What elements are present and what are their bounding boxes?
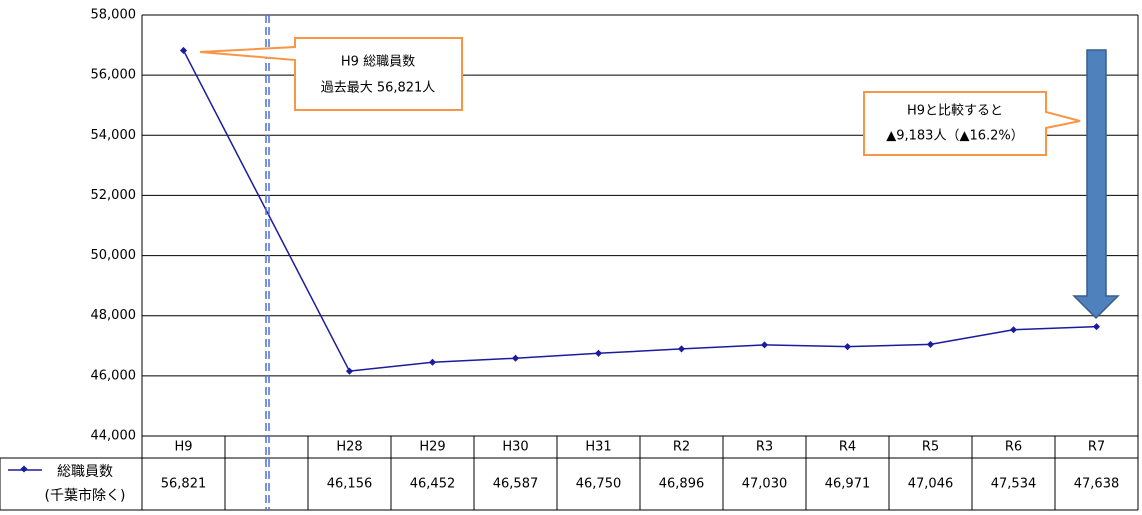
- line-segment: [432, 357, 516, 364]
- line-segment: [764, 344, 848, 348]
- y-tick-label: 56,000: [91, 68, 137, 83]
- x-tick-label: R3: [756, 440, 773, 455]
- marker: [1009, 326, 1018, 334]
- x-tick-label: R6: [1005, 440, 1022, 455]
- callout: [199, 37, 463, 111]
- table-value: 46,896: [659, 477, 705, 492]
- line-segment: [515, 352, 599, 359]
- table-value: 46,156: [327, 477, 373, 492]
- marker: [179, 46, 188, 54]
- table-value: 46,971: [825, 477, 871, 492]
- table-value: 46,587: [493, 477, 539, 492]
- line-segment: [598, 348, 682, 355]
- table-value: 56,821: [161, 477, 207, 492]
- table-value: 47,030: [742, 477, 788, 492]
- table-value: 47,046: [908, 477, 954, 492]
- table-value: 47,534: [991, 477, 1037, 492]
- line-segment: [930, 328, 1014, 346]
- x-tick-label: R7: [1088, 440, 1105, 455]
- line-segment: [847, 343, 931, 348]
- y-tick-label: 50,000: [91, 248, 137, 263]
- marker: [760, 341, 769, 349]
- marker: [511, 354, 520, 362]
- line-segment: [1013, 325, 1097, 331]
- y-tick-label: 48,000: [91, 308, 137, 323]
- x-tick-label: H31: [585, 440, 611, 455]
- table-value: 47,638: [1074, 477, 1120, 492]
- annotation: H9と比較すると: [907, 104, 1003, 119]
- table-value: 46,452: [410, 477, 456, 492]
- annotation: 過去最大 56,821人: [321, 81, 436, 96]
- callout: [863, 91, 1081, 156]
- x-tick-label: H9: [174, 440, 192, 455]
- marker: [594, 349, 603, 357]
- legend-label: 総職員数 (千葉市除く): [44, 464, 126, 504]
- marker: [843, 343, 852, 351]
- marker: [1092, 323, 1101, 331]
- y-tick-label: 46,000: [91, 368, 137, 383]
- x-tick-label: R5: [922, 440, 939, 455]
- legend-marker: [20, 465, 28, 473]
- annotation: ▲9,183人（▲16.2%）: [886, 129, 1024, 144]
- y-tick-label: 44,000: [91, 429, 137, 444]
- y-tick-label: 58,000: [91, 8, 137, 23]
- x-tick-label: H28: [336, 440, 362, 455]
- x-tick-label: H30: [502, 440, 528, 455]
- y-tick-label: 54,000: [91, 128, 137, 143]
- line-segment: [349, 361, 433, 372]
- marker: [677, 345, 686, 353]
- plot: 44,000 46,000 48,000 50,000 52,000 54,000 56,0…: [0, 8, 1139, 511]
- table-value: 46,750: [576, 477, 622, 492]
- x-tick-label: R4: [839, 440, 856, 455]
- y-tick-label: 52,000: [91, 188, 137, 203]
- marker: [926, 340, 935, 348]
- x-tick-label: H29: [419, 440, 445, 455]
- marker: [428, 358, 437, 366]
- x-tick-label: R2: [673, 440, 690, 455]
- line-segment: [681, 344, 765, 350]
- annotation: H9 総職員数: [341, 55, 415, 70]
- marker: [345, 367, 354, 375]
- arrow: [1072, 49, 1120, 320]
